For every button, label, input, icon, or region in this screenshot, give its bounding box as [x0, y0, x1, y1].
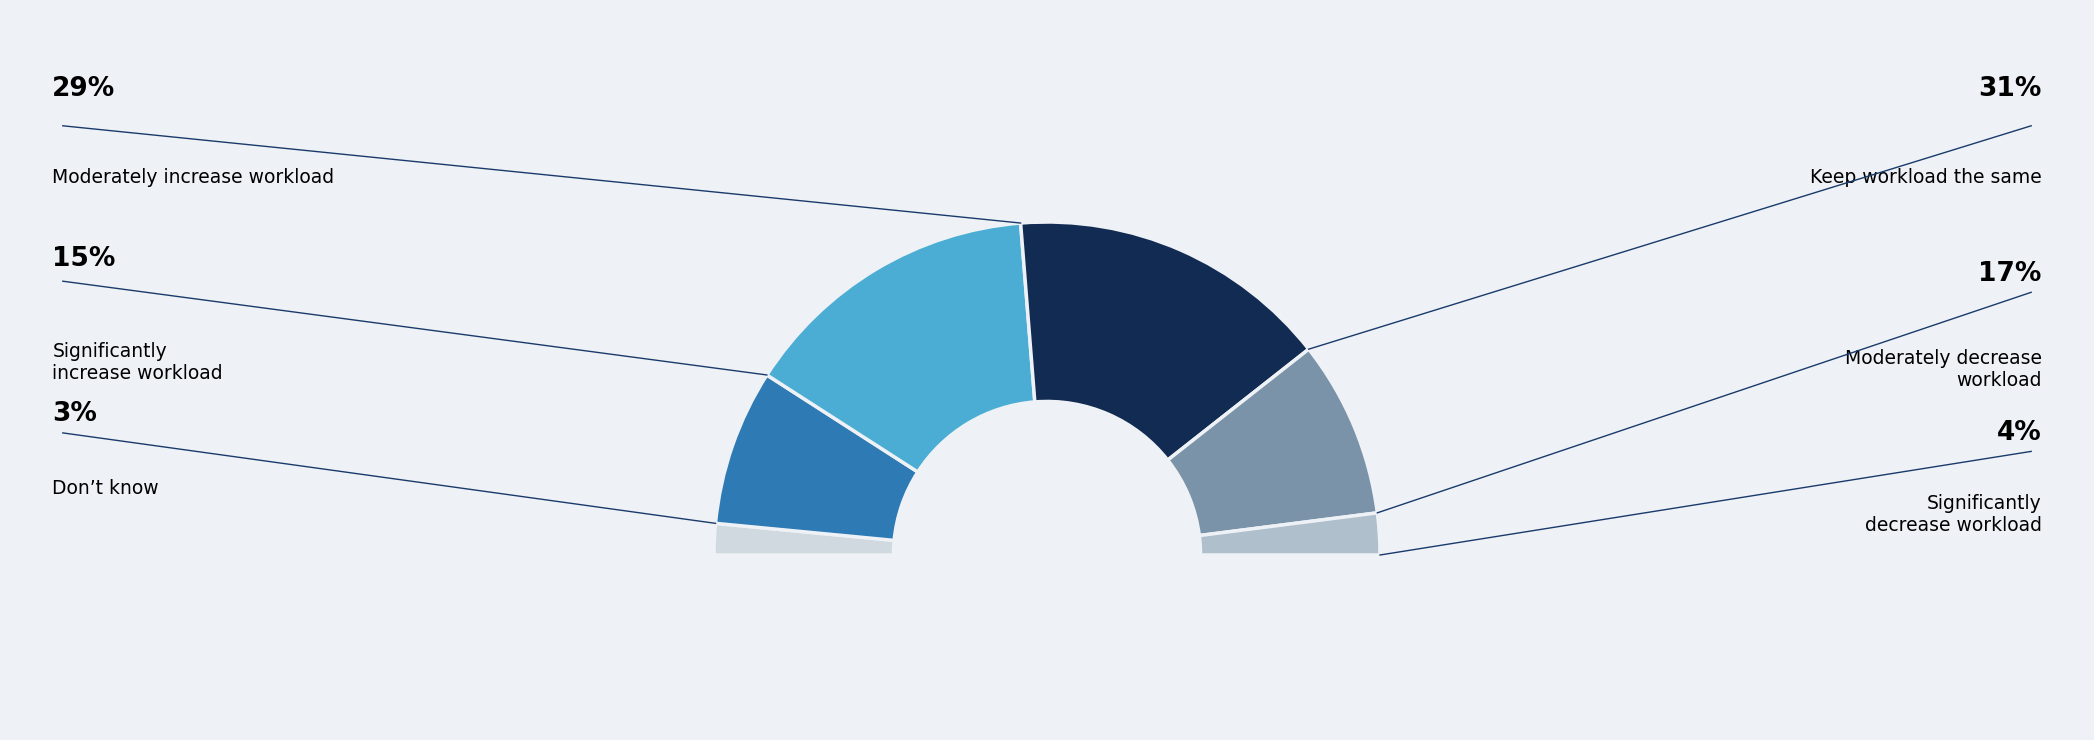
- Wedge shape: [1168, 349, 1378, 536]
- Wedge shape: [1200, 513, 1380, 555]
- Wedge shape: [1020, 222, 1309, 460]
- Text: Significantly
decrease workload: Significantly decrease workload: [1864, 494, 2042, 535]
- Wedge shape: [716, 375, 917, 540]
- Text: Moderately decrease
workload: Moderately decrease workload: [1845, 349, 2042, 391]
- Text: Don’t know: Don’t know: [52, 479, 159, 498]
- Wedge shape: [766, 223, 1034, 472]
- Text: 4%: 4%: [1998, 420, 2042, 446]
- Text: 15%: 15%: [52, 246, 115, 272]
- Text: 31%: 31%: [1979, 75, 2042, 102]
- Text: Moderately increase workload: Moderately increase workload: [52, 168, 335, 187]
- Text: 17%: 17%: [1979, 260, 2042, 287]
- Text: Keep workload the same: Keep workload the same: [1809, 168, 2042, 187]
- Text: 3%: 3%: [52, 401, 96, 428]
- Text: Significantly
increase workload: Significantly increase workload: [52, 342, 222, 383]
- Text: 29%: 29%: [52, 75, 115, 102]
- Wedge shape: [714, 523, 894, 555]
